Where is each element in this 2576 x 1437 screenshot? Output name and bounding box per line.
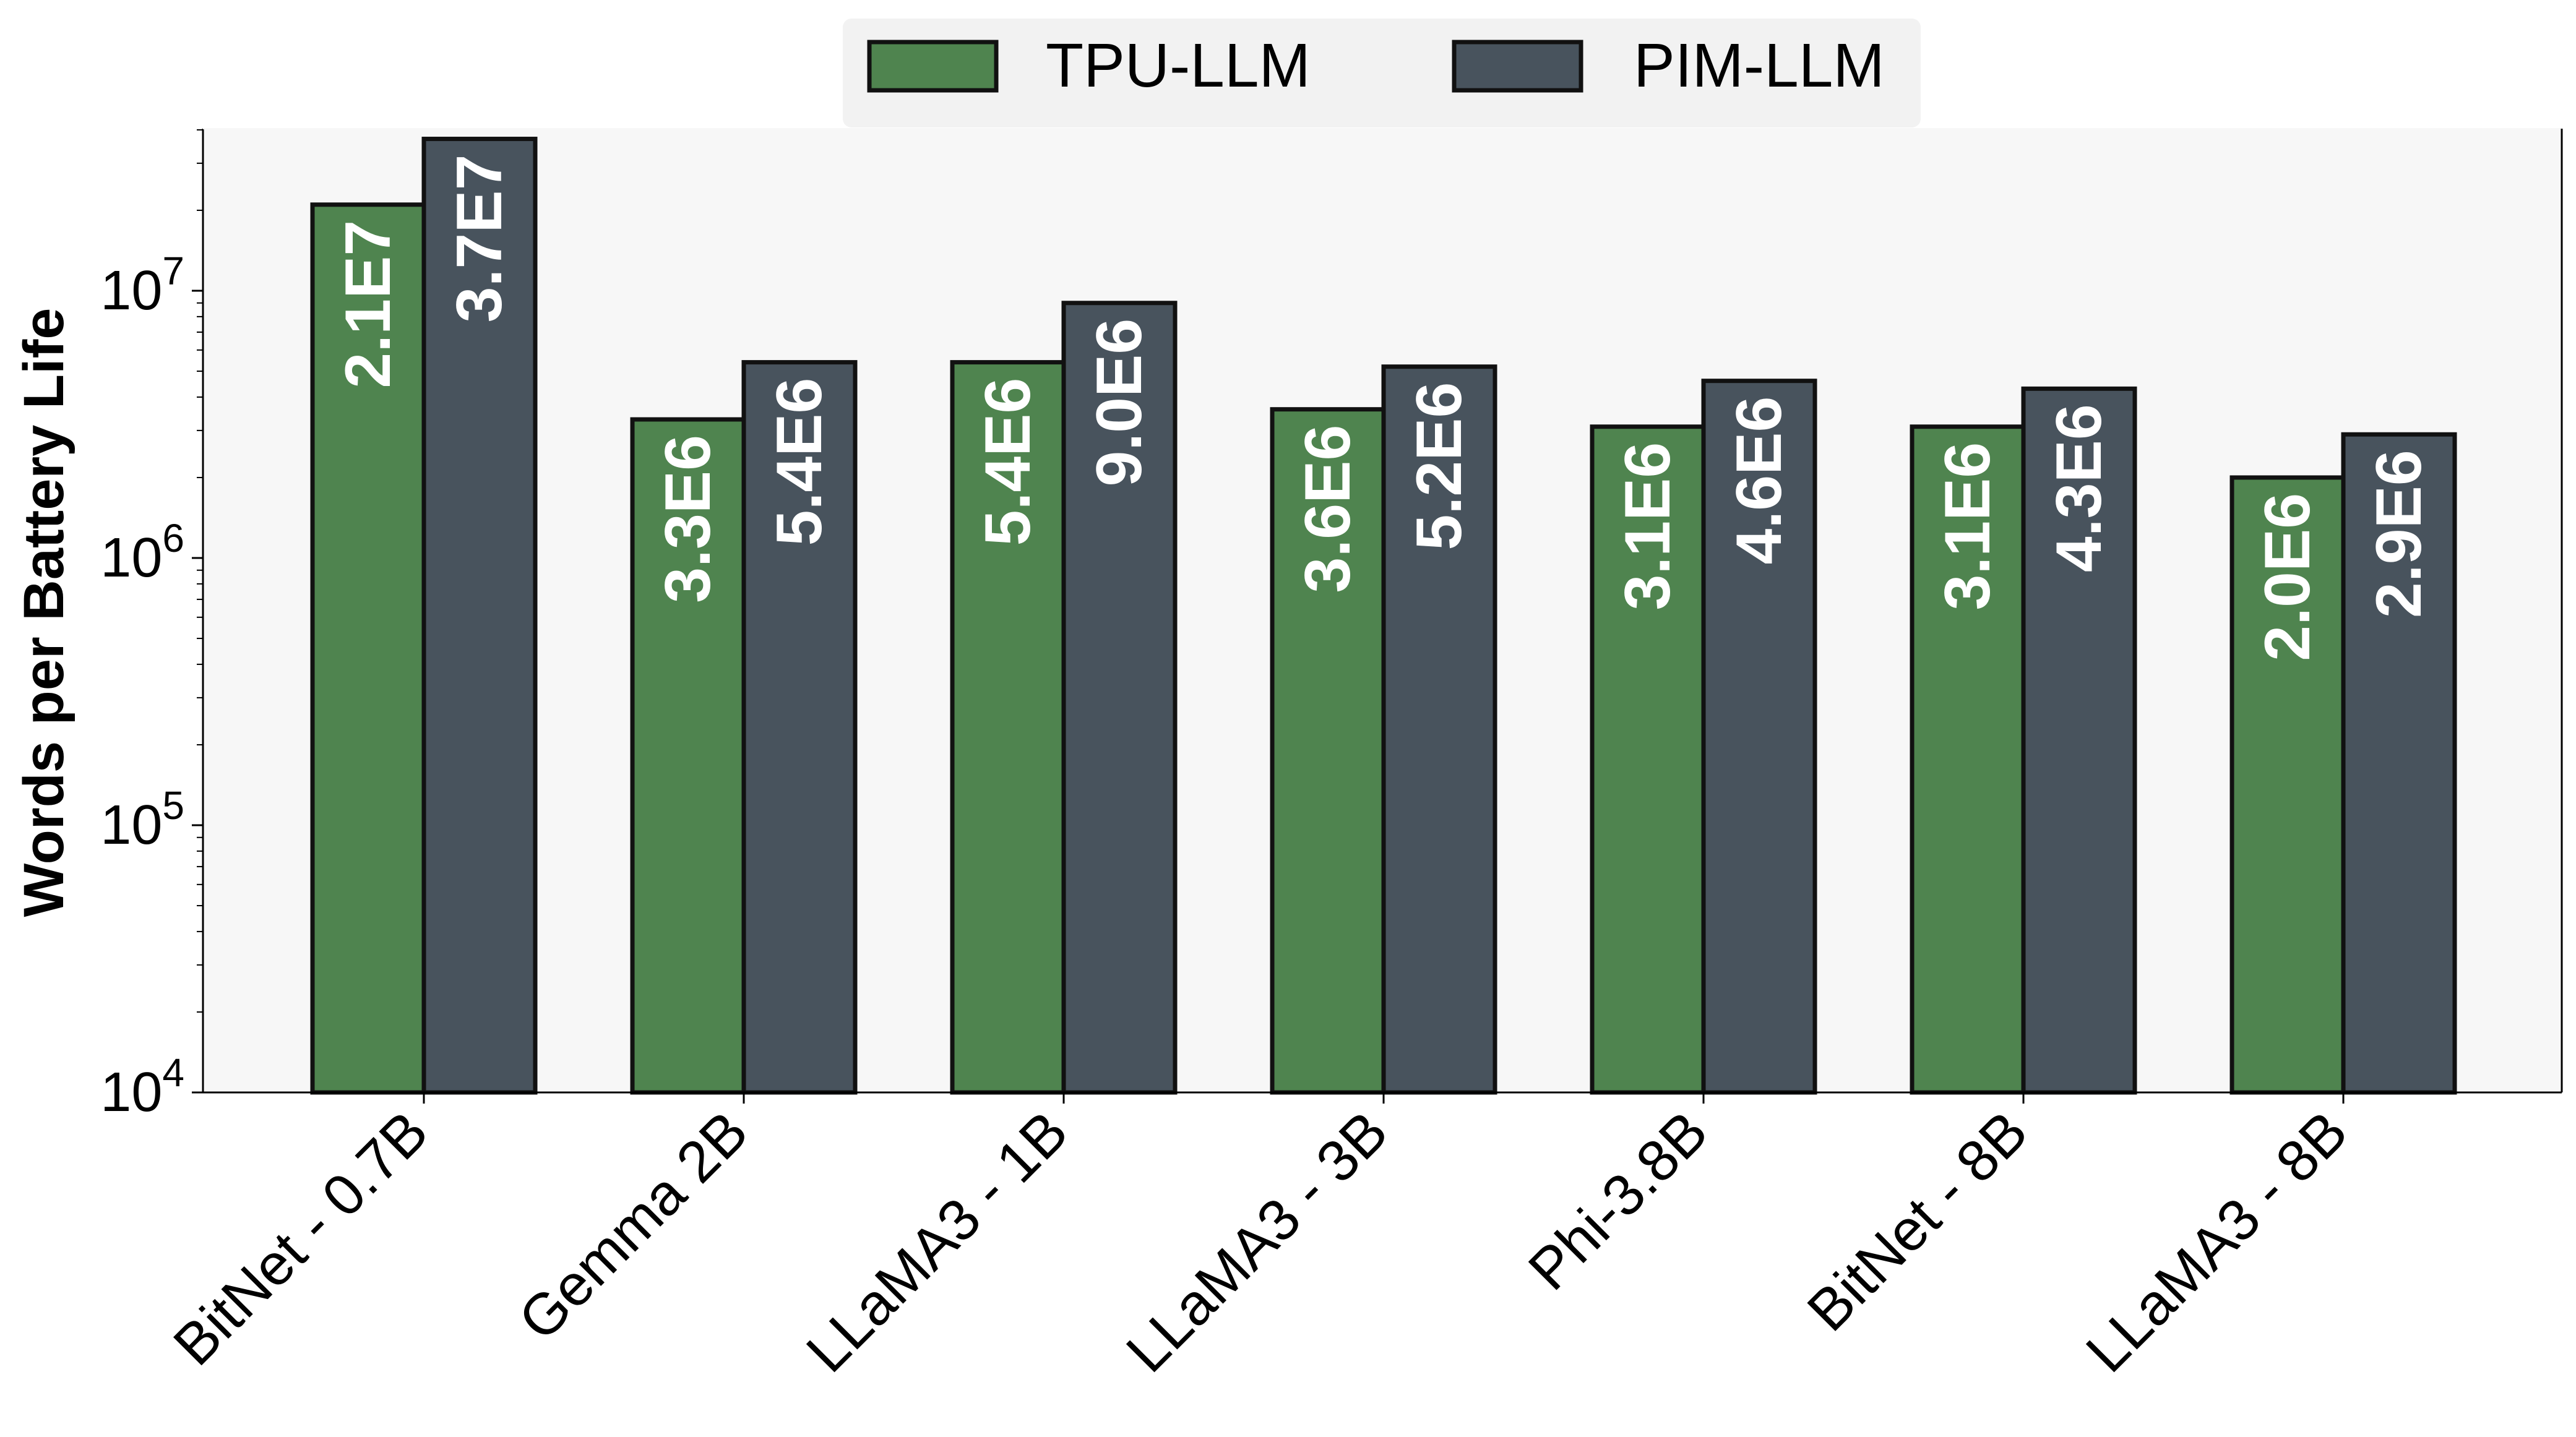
- y-ticks-layer: 104 105 106 107: [100, 129, 203, 1123]
- bar-pim-llm-3: [1061, 301, 1178, 1095]
- y-tick-label: 106: [100, 516, 184, 589]
- legend-label-tpu-llm: TPU-LLM: [1046, 31, 1311, 100]
- x-ticks-layer: BitNet - 0.7B Gemma 2B LLaMA3 - 1B LLaMA3 -…: [161, 1092, 2359, 1384]
- legend-swatch-pim-llm: [1452, 40, 1583, 93]
- legend-swatch-tpu-llm: [867, 40, 999, 93]
- bars-layer: [310, 137, 2457, 1095]
- bar-value-label: 2.1E7: [332, 220, 404, 388]
- legend-box: [843, 19, 1921, 127]
- x-tick-label: LLaMA3 - 8B: [2074, 1099, 2359, 1384]
- x-tick-label: BitNet - 8B: [1795, 1099, 2040, 1344]
- bar-value-label: 3.3E6: [652, 435, 724, 603]
- bar-value-label: 3.1E6: [1932, 442, 2004, 611]
- bar-value-label: 3.6E6: [1292, 425, 1364, 593]
- x-tick-label: Gemma 2B: [506, 1099, 760, 1352]
- x-tick-label: LLaMA3 - 3B: [1114, 1099, 1400, 1384]
- bar-value-label: 5.4E6: [972, 378, 1044, 546]
- y-axis-label: Words per Battery Life: [12, 308, 75, 917]
- y-tick-label: 107: [100, 249, 184, 322]
- y-tick-label: 105: [100, 783, 184, 856]
- bar-value-label: 5.4E6: [764, 378, 835, 546]
- bar-value-label: 5.2E6: [1403, 382, 1475, 551]
- bar-labels-layer: 2.1E7 3.3E6 5.4E6 3.6E6 3.1E6 3.1E6 2.0E6 3.7E7…: [332, 155, 2435, 661]
- bar-value-label: 2.0E6: [2252, 493, 2324, 661]
- legend: TPU-LLM PIM-LLM: [843, 19, 1921, 127]
- bar-value-label: 3.1E6: [1612, 442, 1684, 611]
- bar-value-label: 2.9E6: [2363, 450, 2435, 618]
- x-tick-label: BitNet - 0.7B: [161, 1099, 440, 1378]
- bar-pim-llm-6: [2021, 386, 2137, 1095]
- bar-value-label: 4.6E6: [1723, 397, 1795, 565]
- bar-value-label: 4.3E6: [2043, 404, 2115, 572]
- bar-value-label: 3.7E7: [444, 155, 515, 323]
- x-tick-label: LLaMA3 - 1B: [794, 1099, 1080, 1384]
- x-tick-label: Phi-3.8B: [1516, 1099, 1720, 1302]
- bar-tpu-llm-1: [310, 202, 426, 1095]
- bar-value-label: 9.0E6: [1083, 319, 1155, 487]
- bar-tpu-llm-2: [630, 417, 746, 1095]
- bar-pim-llm-5: [1701, 379, 1817, 1095]
- bar-pim-llm-2: [741, 360, 858, 1095]
- bar-tpu-llm-3: [950, 360, 1066, 1095]
- legend-label-pim-llm: PIM-LLM: [1634, 31, 1885, 100]
- bar-pim-llm-1: [421, 137, 538, 1095]
- y-tick-label: 104: [100, 1050, 184, 1123]
- bar-pim-llm-7: [2341, 432, 2457, 1095]
